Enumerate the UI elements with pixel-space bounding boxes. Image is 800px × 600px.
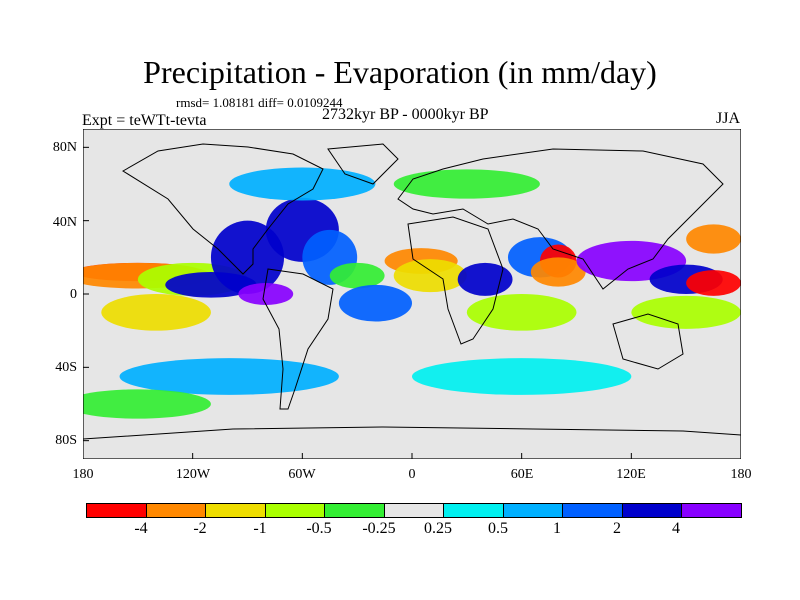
colorbar: [86, 503, 742, 518]
colorbar-box: [146, 504, 207, 517]
field-region: [229, 167, 376, 201]
x-tick-label: 120W: [175, 467, 211, 482]
field-region: [530, 257, 586, 287]
x-tick-label: 180: [730, 467, 752, 482]
x-tick-label: 120E: [616, 467, 646, 482]
colorbar-label: -0.25: [362, 520, 396, 537]
x-tick-label: 0: [408, 467, 416, 482]
colorbar-box: [265, 504, 326, 517]
field-region: [210, 220, 285, 294]
coast-africa: [407, 216, 504, 345]
stats-label: rmsd= 1.08181 diff= 0.0109244: [176, 95, 343, 110]
axis-ticks: [83, 146, 741, 459]
field-region: [686, 224, 741, 254]
field-region: [686, 270, 741, 296]
field-region: [329, 262, 385, 289]
field-region: [466, 294, 577, 331]
field-region: [393, 259, 467, 293]
field-region: [83, 389, 211, 419]
coast-europe-asia: [397, 148, 724, 290]
season-label: JJA: [715, 110, 740, 127]
colorbar-label: -4: [134, 520, 148, 537]
colorbar-box: [682, 504, 742, 517]
experiment-label: Expt = teWTt-tevta: [82, 112, 207, 129]
map-plot: [83, 129, 741, 459]
colorbar-label: -2: [193, 520, 207, 537]
field-region: [101, 294, 211, 331]
y-tick-label: 0: [70, 287, 77, 302]
x-tick-label: 180: [72, 467, 94, 482]
coast-south-america: [262, 268, 334, 410]
colorbar-label: 2: [613, 520, 621, 537]
colorbar-label: -1: [253, 520, 267, 537]
coast-antarctica: [83, 426, 741, 440]
y-tick-label: 80N: [52, 140, 77, 155]
field-region: [119, 358, 339, 395]
colorbar-box: [444, 504, 504, 517]
colorbar-box: [206, 504, 266, 517]
colorbar-label: 4: [672, 520, 680, 537]
colorbar-box: [325, 504, 385, 517]
colorbar-label: 0.25: [424, 520, 452, 537]
coast-north-america: [122, 143, 324, 275]
colorbar-box: [622, 504, 683, 517]
x-tick-label: 60W: [288, 467, 316, 482]
colorbar-box: [563, 504, 623, 517]
y-tick-label: 80S: [55, 433, 77, 448]
field-region: [238, 283, 294, 305]
coastlines: [83, 143, 741, 440]
colorbar-box: [384, 504, 445, 517]
y-tick-label: 40N: [52, 215, 77, 230]
colorbar-label: -0.5: [306, 520, 332, 537]
x-tick-label: 60E: [510, 467, 534, 482]
field-region: [457, 262, 513, 296]
coast-greenland: [327, 143, 399, 185]
colorbar-box: [503, 504, 564, 517]
field-region: [412, 358, 632, 395]
colorbar-box: [87, 504, 147, 517]
field-region: [338, 284, 412, 322]
colorbar-label: 0.5: [488, 520, 508, 537]
chart-title: Precipitation - Evaporation (in mm/day): [143, 54, 657, 90]
period-label: 2732kyr BP - 0000kyr BP: [322, 106, 489, 123]
coast-australia: [612, 313, 684, 370]
colorbar-label: 1: [553, 520, 561, 537]
field-region: [393, 169, 540, 199]
y-tick-label: 40S: [55, 360, 77, 375]
field-region: [631, 295, 741, 329]
